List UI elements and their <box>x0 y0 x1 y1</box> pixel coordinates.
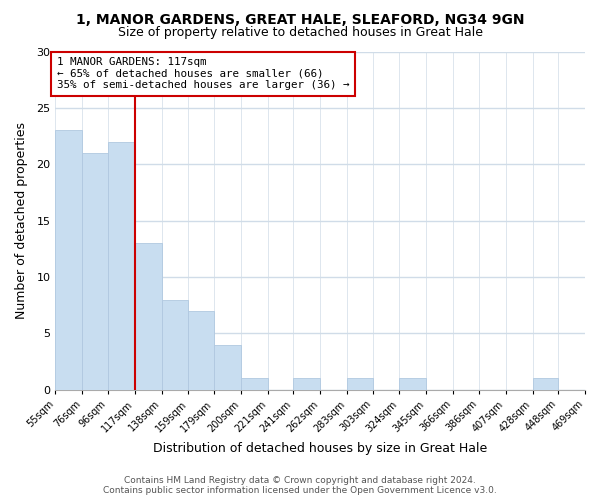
Bar <box>400 378 427 390</box>
Y-axis label: Number of detached properties: Number of detached properties <box>15 122 28 319</box>
Bar <box>214 344 241 390</box>
Bar <box>55 130 82 390</box>
Bar <box>533 378 558 390</box>
Text: 1, MANOR GARDENS, GREAT HALE, SLEAFORD, NG34 9GN: 1, MANOR GARDENS, GREAT HALE, SLEAFORD, … <box>76 12 524 26</box>
Text: 1 MANOR GARDENS: 117sqm
← 65% of detached houses are smaller (66)
35% of semi-de: 1 MANOR GARDENS: 117sqm ← 65% of detache… <box>56 57 349 90</box>
X-axis label: Distribution of detached houses by size in Great Hale: Distribution of detached houses by size … <box>153 442 487 455</box>
Bar <box>347 378 373 390</box>
Bar <box>108 142 134 390</box>
Bar <box>161 300 188 390</box>
Text: Size of property relative to detached houses in Great Hale: Size of property relative to detached ho… <box>118 26 482 39</box>
Text: Contains HM Land Registry data © Crown copyright and database right 2024.: Contains HM Land Registry data © Crown c… <box>124 476 476 485</box>
Bar <box>585 378 600 390</box>
Bar <box>188 311 214 390</box>
Bar <box>241 378 268 390</box>
Text: Contains public sector information licensed under the Open Government Licence v3: Contains public sector information licen… <box>103 486 497 495</box>
Bar <box>82 153 108 390</box>
Bar <box>293 378 320 390</box>
Bar <box>134 243 161 390</box>
